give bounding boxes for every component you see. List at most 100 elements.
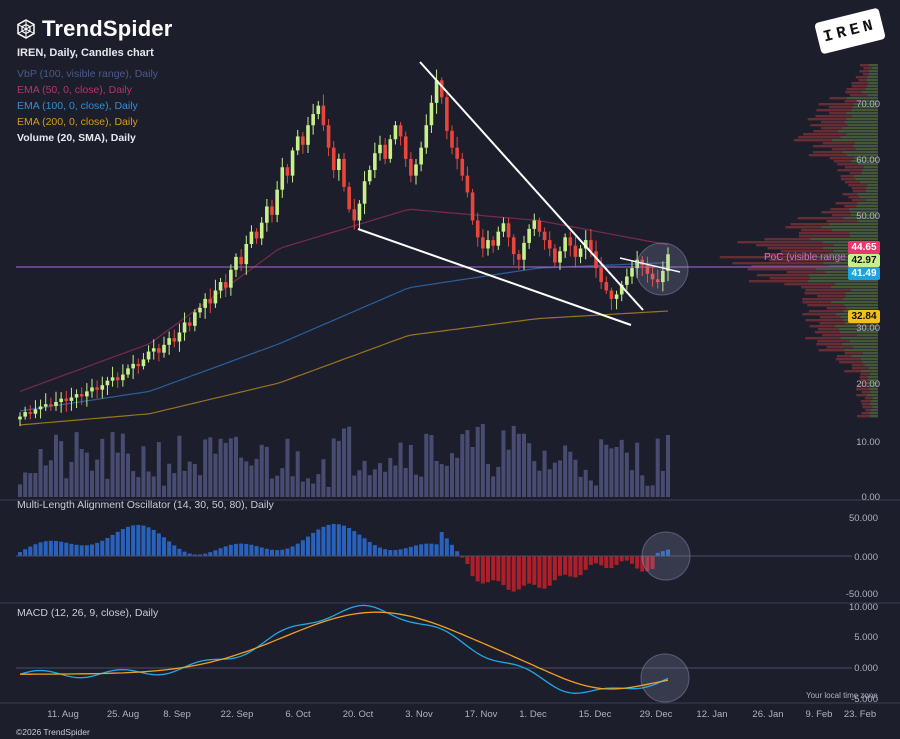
candle xyxy=(280,157,285,198)
vbp-bar-up xyxy=(816,268,878,271)
vbp-bar-up xyxy=(869,373,878,376)
volume-bar xyxy=(177,435,182,497)
candle xyxy=(568,231,573,257)
volume-bar xyxy=(275,475,280,497)
oscillator-bar xyxy=(511,556,516,592)
timezone-label[interactable]: Your local time zone xyxy=(806,691,878,700)
oscillator-bar xyxy=(352,531,357,556)
candle xyxy=(275,181,279,223)
vbp-bar-down xyxy=(812,145,854,148)
candle xyxy=(290,147,295,183)
candle xyxy=(352,198,357,230)
volume-bar xyxy=(434,461,439,497)
oscillator-bar xyxy=(558,556,562,576)
x-tick-label: 20. Oct xyxy=(342,709,374,720)
volume-bar xyxy=(619,439,624,497)
price-tick-label: 0.00 xyxy=(861,492,881,503)
vbp-bar-up xyxy=(835,325,878,328)
candle xyxy=(439,77,444,104)
oscillator-bar xyxy=(619,556,624,562)
oscillator-bar xyxy=(290,546,295,556)
x-tick-label: 25. Aug xyxy=(106,709,140,720)
vbp-bar-down xyxy=(857,385,869,388)
oscillator-bar xyxy=(151,529,156,556)
price-tick-label: 50.00 xyxy=(856,210,880,222)
vbp-bar-up xyxy=(809,277,878,280)
vbp-bar-up xyxy=(864,364,878,367)
oscillator-bar xyxy=(18,552,22,556)
vbp-bar-up xyxy=(851,160,878,163)
oscillator-bar xyxy=(306,536,310,556)
oscillator-bar xyxy=(429,543,434,556)
oscillator-bar xyxy=(357,534,362,556)
candle xyxy=(295,129,300,156)
vbp-bar-down xyxy=(819,316,841,319)
volume-bar xyxy=(552,462,557,497)
legend-item[interactable]: VbP (100, visible range), Daily xyxy=(17,68,159,80)
oscillator-bar xyxy=(54,540,58,556)
legend-item[interactable]: EMA (50, 0, close), Daily xyxy=(17,84,132,96)
volume-bar xyxy=(259,444,264,497)
legend-item[interactable]: Volume (20, SMA), Daily xyxy=(17,132,136,144)
legend-item[interactable]: EMA (200, 0, close), Daily xyxy=(17,116,138,128)
vbp-bar-down xyxy=(820,127,843,130)
volume-bar xyxy=(542,450,547,497)
candle xyxy=(79,387,84,405)
vbp-bar-down xyxy=(860,373,870,376)
vbp-bar-down xyxy=(810,124,848,127)
candles xyxy=(18,69,670,427)
candle xyxy=(450,125,454,155)
vbp-bar-up xyxy=(844,304,878,307)
poc-label: PoC (visible range xyxy=(764,252,846,263)
oscillator-bar xyxy=(372,545,377,556)
vbp-bar-down xyxy=(831,148,857,151)
volume-bar xyxy=(511,425,516,497)
vbp-bar-up xyxy=(809,238,878,241)
candle xyxy=(419,141,423,172)
oscillator-bar xyxy=(59,541,64,556)
vbp-bar-down xyxy=(851,199,866,202)
oscillator-bar xyxy=(583,556,588,570)
oscillator-bar xyxy=(311,532,316,556)
oscillator-bar xyxy=(614,556,619,565)
vbp-bar-up xyxy=(808,280,878,283)
volume-bar xyxy=(388,457,393,497)
vbp-bar-up xyxy=(847,124,878,127)
oscillator-bar xyxy=(244,543,249,556)
candle xyxy=(141,352,146,370)
vbp-bar-down xyxy=(846,88,866,91)
vbp-bar-down xyxy=(809,325,836,328)
vbp-bar-up xyxy=(853,103,878,106)
oscillator-bar xyxy=(522,556,526,586)
candle xyxy=(244,235,249,275)
vbp-bar-down xyxy=(835,358,862,361)
candle xyxy=(475,212,480,247)
volume-bar xyxy=(352,475,357,497)
volume-bar xyxy=(547,469,552,497)
volume-bar xyxy=(285,438,290,497)
ema-100-line xyxy=(19,261,669,412)
vbp-bar-up xyxy=(853,157,878,160)
oscillator-bar xyxy=(496,556,501,582)
volume-bar xyxy=(455,457,460,497)
vbp-bar-up xyxy=(854,175,878,178)
vbp-bar-down xyxy=(822,334,858,337)
vbp-bar-up xyxy=(866,187,878,190)
vbp-bar-down xyxy=(848,184,868,187)
oscillator-bar xyxy=(295,543,300,556)
vbp-bar-down xyxy=(863,67,872,70)
volume-bar xyxy=(578,476,583,497)
oscillator-tick-label: 0.000 xyxy=(854,552,878,563)
vbp-bar-up xyxy=(830,286,878,289)
price-tick-label: 30.00 xyxy=(856,322,880,334)
vbp-bar-down xyxy=(732,262,824,265)
legend-item[interactable]: EMA (100, 0, close), Daily xyxy=(17,100,138,112)
vbp-bar-down xyxy=(818,349,845,352)
oscillator-bar xyxy=(177,548,182,556)
candle xyxy=(146,345,151,363)
candle xyxy=(403,131,408,168)
oscillator-bar xyxy=(604,556,609,568)
vbp-bar-down xyxy=(816,109,852,112)
volume-bar xyxy=(408,445,413,497)
